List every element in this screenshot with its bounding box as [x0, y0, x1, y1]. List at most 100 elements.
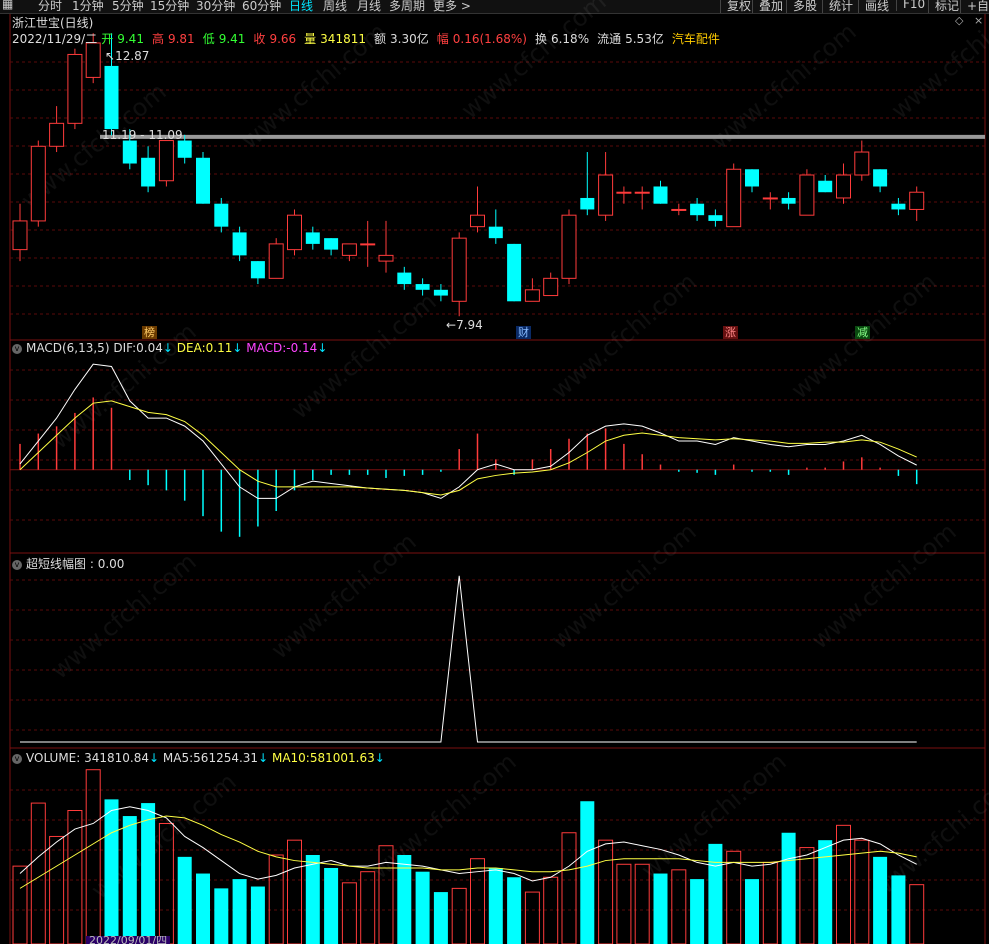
volume-bar-41	[762, 861, 778, 944]
collapse-icon[interactable]: v	[12, 753, 22, 764]
menu-icon[interactable]: ▦	[2, 0, 14, 11]
candle-body-26	[488, 226, 503, 239]
watermark-14: www.cfchi.com	[366, 747, 522, 884]
volume-bar-1	[30, 802, 46, 944]
quote-volume: 341811	[320, 32, 366, 46]
period-tab-0[interactable]: 分时	[38, 0, 63, 13]
volume-bar-47	[873, 856, 888, 944]
period-tab-6[interactable]: 日线	[289, 0, 314, 13]
volume-bar-16	[305, 855, 320, 944]
candle-body-13	[250, 261, 265, 279]
volume-ma10-line	[19, 815, 917, 889]
period-toolbar: ▦ 分时 1分钟 5分钟 15分钟 30分钟 60分钟 日线 周线 月线 多周期 更多 > 复权 叠加 多股…	[0, 0, 989, 14]
volume-bar-0	[12, 865, 28, 944]
period-tab-3[interactable]: 15分钟	[150, 0, 190, 13]
volume-bar-46	[854, 839, 870, 944]
period-tab-10[interactable]: 更多 >	[433, 0, 471, 13]
quote-sector[interactable]: 汽车配件	[671, 32, 720, 46]
toolbar-button-5[interactable]: F10	[896, 0, 925, 11]
candle-body-42	[781, 197, 796, 204]
period-tab-8[interactable]: 月线	[357, 0, 382, 13]
volume-bar-49	[909, 884, 925, 944]
quote-turnover: 6.18%	[550, 32, 590, 46]
watermark-6: www.cfchi.com	[286, 287, 442, 424]
watermark-5: www.cfchi.com	[46, 317, 202, 454]
quote-date: 2022/11/29/二	[12, 32, 98, 46]
volume-bar-43	[799, 847, 815, 944]
volume-bar-40	[745, 879, 759, 944]
badge-reduce[interactable]: 减	[855, 326, 870, 339]
macd-legend: v MACD(6,13,5) DIF:0.04↓ DEA:0.11↓ MACD:-…	[12, 341, 327, 355]
candle-body-43	[799, 174, 815, 216]
volume-bar-33	[616, 863, 632, 944]
period-tab-2[interactable]: 5分钟	[112, 0, 144, 13]
candle-body-45	[836, 174, 851, 199]
candle-body-34	[634, 191, 650, 194]
candle-body-46	[854, 151, 870, 176]
quote-info-line: 2022/11/29/二开 9.41 高 9.81 低 9.41 收 9.66 量 341811 额…	[12, 32, 720, 46]
volume-bar-14	[268, 854, 284, 944]
quote-float: 5.53亿	[625, 32, 664, 46]
volume-bar-19	[360, 871, 376, 944]
toolbar-button-1[interactable]: 叠加	[752, 0, 783, 13]
period-tab-4[interactable]: 30分钟	[196, 0, 236, 13]
period-tab-9[interactable]: 多周期	[389, 0, 426, 13]
candle-body-38	[708, 215, 723, 221]
candle-body-31	[580, 197, 595, 210]
candle-body-16	[305, 232, 320, 244]
candle-body-47	[873, 169, 888, 187]
candle-body-4	[85, 42, 101, 78]
toolbar-button-4[interactable]: 画线	[858, 0, 889, 13]
candle-body-12	[232, 232, 247, 256]
candle-body-49	[909, 191, 925, 210]
candle-body-3	[67, 53, 83, 124]
diamond-icon[interactable]: ◇	[955, 14, 964, 27]
collapse-icon[interactable]: v	[12, 343, 22, 354]
quote-open: 9.41	[117, 32, 144, 46]
ultra-legend: v 超短线幅图 : 0.00	[12, 555, 124, 572]
volume-bar-18	[341, 882, 357, 944]
volume-bar-38	[708, 843, 723, 944]
volume-bar-20	[378, 845, 394, 944]
candle-body-15	[287, 214, 302, 251]
candle-body-19	[360, 243, 376, 246]
badge-finance[interactable]: 财	[516, 326, 531, 339]
collapse-icon[interactable]: v	[12, 559, 22, 570]
volume-bar-7	[141, 803, 156, 944]
volume-bar-21	[397, 855, 412, 944]
volume-bar-42	[781, 832, 796, 944]
down-arrow-icon: ↓	[374, 751, 385, 765]
candle-body-30	[561, 214, 577, 279]
badge-limit-up[interactable]: 涨	[723, 326, 738, 339]
close-icon[interactable]: ×	[974, 14, 984, 27]
candle-body-28	[524, 289, 540, 302]
ultra-title: 超短线幅图 :	[26, 557, 94, 571]
down-arrow-icon: ↓	[232, 341, 243, 355]
volume-legend: v VOLUME: 341810.84↓ MA5:561254.31↓ MA10:…	[12, 751, 385, 765]
toolbar-button-6[interactable]: 标记	[928, 0, 959, 13]
toolbar-button-7[interactable]: +自选	[960, 0, 989, 13]
volume-bar-6	[122, 816, 137, 944]
volume-bar-44	[818, 840, 833, 944]
period-tab-7[interactable]: 周线	[323, 0, 348, 13]
toolbar-button-0[interactable]: 复权	[720, 0, 751, 13]
period-tab-1[interactable]: 1分钟	[72, 0, 104, 13]
macd-title: MACD(6,13,5)	[26, 341, 110, 355]
candle-body-8	[158, 140, 174, 182]
toolbar-button-2[interactable]: 多股	[786, 0, 817, 13]
candle-body-32	[598, 174, 614, 216]
volume-bar-8	[158, 822, 174, 944]
badge-rank[interactable]: 榜	[142, 326, 157, 339]
candle-body-39	[726, 168, 742, 228]
period-tab-5[interactable]: 60分钟	[242, 0, 282, 13]
ultra-value: 0.00	[97, 557, 125, 571]
volume-bar-30	[561, 832, 577, 944]
toolbar-button-3[interactable]: 统计	[822, 0, 853, 13]
volume-bar-10	[196, 873, 210, 944]
volume-bar-32	[598, 839, 614, 944]
candle-body-20	[378, 254, 394, 262]
candle-body-14	[268, 243, 284, 279]
volume-bar-9	[177, 856, 192, 944]
volume-bar-27	[507, 877, 522, 944]
